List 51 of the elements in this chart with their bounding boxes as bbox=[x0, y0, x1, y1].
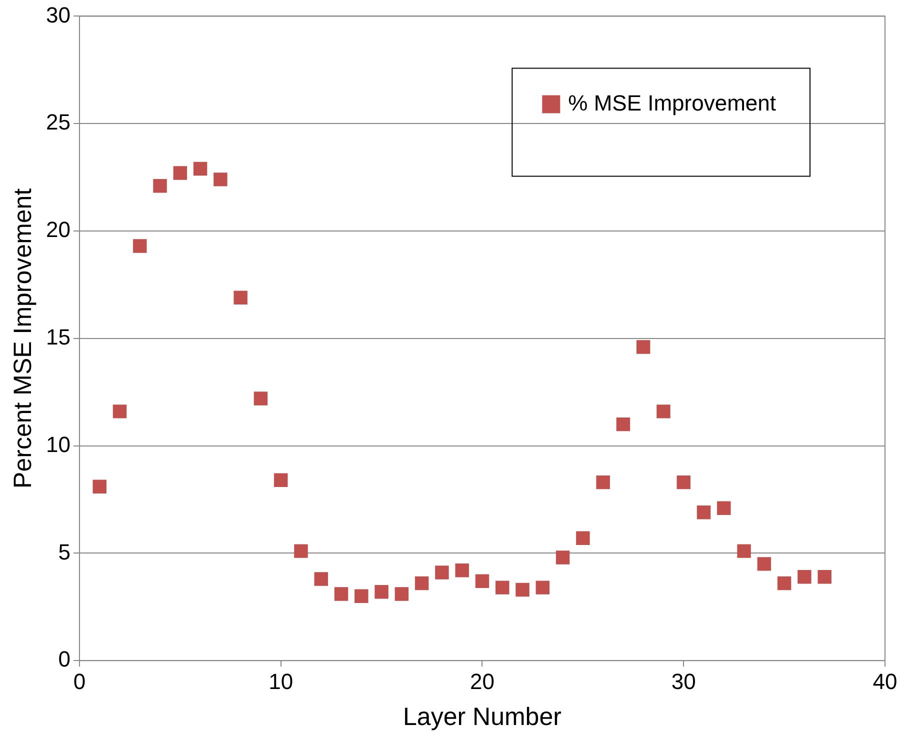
point bbox=[616, 417, 630, 432]
point bbox=[516, 582, 530, 597]
point bbox=[334, 587, 348, 601]
point bbox=[193, 162, 208, 176]
point bbox=[676, 475, 690, 490]
point bbox=[435, 566, 449, 580]
point bbox=[254, 392, 268, 406]
point bbox=[234, 290, 248, 304]
point bbox=[475, 574, 490, 588]
point bbox=[455, 564, 469, 578]
point bbox=[798, 570, 812, 584]
point bbox=[153, 179, 167, 193]
point bbox=[636, 340, 650, 354]
y-tick-label: 25 bbox=[46, 110, 70, 135]
point bbox=[656, 404, 670, 418]
point bbox=[737, 544, 751, 558]
y-tick-label: 10 bbox=[46, 432, 70, 457]
point bbox=[274, 473, 288, 488]
point bbox=[394, 587, 409, 601]
point bbox=[112, 404, 127, 418]
point bbox=[354, 589, 368, 604]
point bbox=[374, 585, 388, 599]
legend-label: % MSE Improvement bbox=[568, 90, 776, 116]
point bbox=[757, 557, 772, 571]
y-tick-label: 5 bbox=[58, 539, 70, 564]
point bbox=[536, 580, 550, 594]
point bbox=[496, 580, 510, 594]
y-axis-title: Percent MSE Improvement bbox=[8, 188, 37, 488]
point bbox=[214, 172, 228, 186]
y-tick-label: 0 bbox=[58, 646, 70, 672]
x-tick-label: 20 bbox=[470, 668, 494, 694]
point bbox=[596, 475, 610, 490]
y-tick-label: 15 bbox=[46, 324, 70, 350]
point bbox=[696, 506, 711, 520]
x-tick-label: 40 bbox=[872, 668, 898, 694]
point bbox=[717, 501, 731, 515]
point bbox=[818, 570, 832, 584]
point bbox=[414, 576, 429, 590]
point bbox=[173, 166, 188, 180]
point bbox=[92, 480, 106, 494]
point bbox=[777, 576, 792, 590]
point bbox=[556, 550, 570, 564]
point bbox=[314, 572, 328, 586]
y-tick-label: 20 bbox=[46, 217, 70, 242]
point bbox=[576, 531, 590, 546]
x-tick-label: 30 bbox=[671, 668, 696, 694]
point bbox=[133, 239, 147, 253]
point bbox=[294, 544, 308, 558]
x-axis-title: Layer Number bbox=[403, 702, 562, 731]
y-tick-label: 30 bbox=[46, 2, 70, 28]
x-tick-label: 10 bbox=[268, 668, 294, 694]
